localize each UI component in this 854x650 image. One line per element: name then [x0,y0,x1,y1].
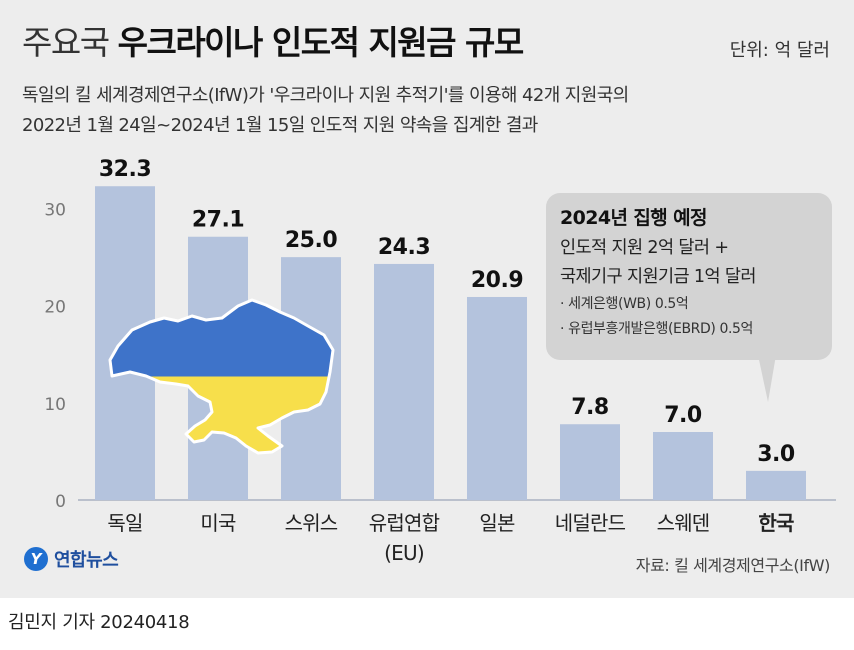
title-bold: 우크라이나 인도적 지원금 규모 [117,23,525,62]
bar [746,470,806,500]
y-tick-label: 0 [55,492,66,512]
category-label: 스위스 [285,511,338,535]
value-label: 32.3 [99,157,151,182]
category-label: 네덜란드 [555,511,626,535]
chart-title: 주요국 우크라이나 인도적 지원금 규모 [22,16,525,64]
value-label: 24.3 [378,235,430,260]
value-label: 27.1 [192,208,244,233]
value-label: 3.0 [757,442,795,467]
infographic-card: 주요국 우크라이나 인도적 지원금 규모 단위: 억 달러 독일의 킬 세계경제… [0,0,854,598]
y-tick-label: 20 [44,298,66,318]
bar [560,424,620,500]
callout-bullet-2: · 유럽부흥개발은행(EBRD) 0.5억 [560,321,754,337]
callout-pointer [758,355,776,402]
category-label: 독일 [107,511,142,535]
yonhap-logo-text: 연합뉴스 [54,550,119,571]
subtitle-line-1: 독일의 킬 세계경제연구소(IfW)가 '우크라이나 지원 추적기'를 이용해 … [22,85,629,106]
yonhap-logo: Y 연합뉴스 [24,546,119,572]
category-label: 미국 [200,511,236,535]
callout-line-2: 국제기구 지원기금 1억 달러 [560,267,757,287]
ukraine-map [108,298,335,455]
unit-label: 단위: 억 달러 [729,40,830,61]
bar [467,296,527,500]
reporter-byline: 김민지 기자 20240418 [8,612,190,633]
bar-chart: 0 10 20 30 32.3 27.1 25.0 24.3 20.9 7.8 7.0 3.0 독일 미국… [44,157,836,565]
y-tick-label: 30 [44,201,66,221]
callout-bullet-1: · 세계은행(WB) 0.5억 [560,296,689,312]
category-label: (EU) [384,541,424,565]
callout-title: 2024년 집행 예정 [560,207,708,229]
korea-callout-box: 2024년 집행 예정 인도적 지원 2억 달러 + 국제기구 지원기금 1억 … [546,193,832,360]
category-label: 유럽연합 [369,511,440,535]
category-label: 스웨덴 [657,511,710,535]
subtitle-line-2: 2022년 1월 24일~2024년 1월 15일 인도적 지원 약속을 집계한… [22,115,538,136]
yonhap-logo-icon: Y [24,547,48,571]
bar [374,263,434,500]
y-tick-label: 10 [44,395,66,415]
value-label: 20.9 [471,268,523,293]
category-label: 일본 [479,511,515,535]
title-light: 주요국 [22,23,110,62]
value-label: 7.0 [664,403,702,428]
category-label: 한국 [758,511,794,535]
bar [653,432,713,500]
source-note: 자료: 킬 세계경제연구소(IfW) [635,556,831,575]
value-label: 7.8 [571,395,608,420]
callout-line-1: 인도적 지원 2억 달러 + [560,238,729,258]
value-label: 25.0 [285,228,337,253]
